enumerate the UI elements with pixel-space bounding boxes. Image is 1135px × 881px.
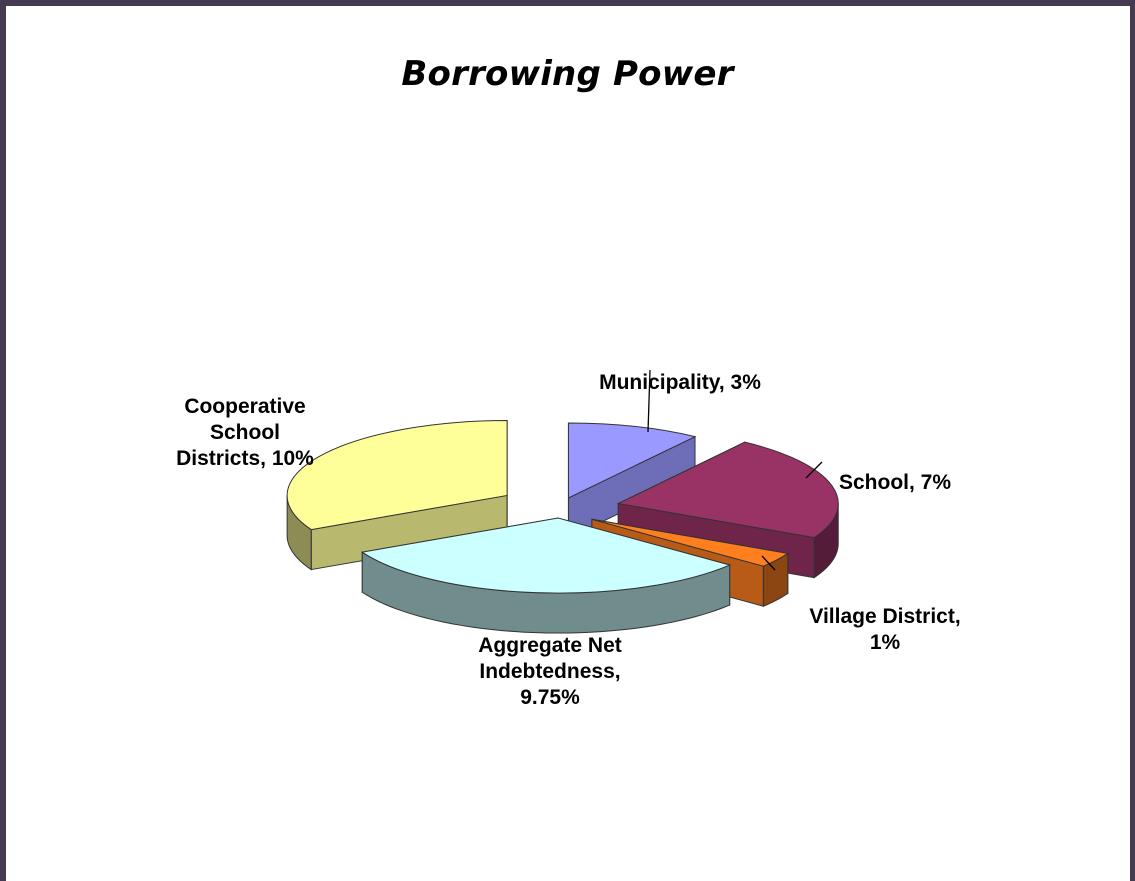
leader-municipality <box>647 369 651 433</box>
leader-school <box>805 461 823 479</box>
label-village-district: Village District, 1% <box>809 605 961 654</box>
pie-slice-aggregate-net-indebtedness <box>360 517 732 634</box>
label-municipality: Municipality, 3% <box>599 371 761 394</box>
pie-slice-cooperative-school-districts <box>286 419 508 571</box>
chart-title: Borrowing Power <box>401 54 734 94</box>
label-cooperative-school-districts: Cooperative School Districts, 10% <box>176 395 314 470</box>
label-aggregate-net-indebtedness: Aggregate Net Indebtedness, 9.75% <box>478 634 622 709</box>
label-school: School, 7% <box>838 471 952 494</box>
leader-village-district <box>761 555 776 571</box>
